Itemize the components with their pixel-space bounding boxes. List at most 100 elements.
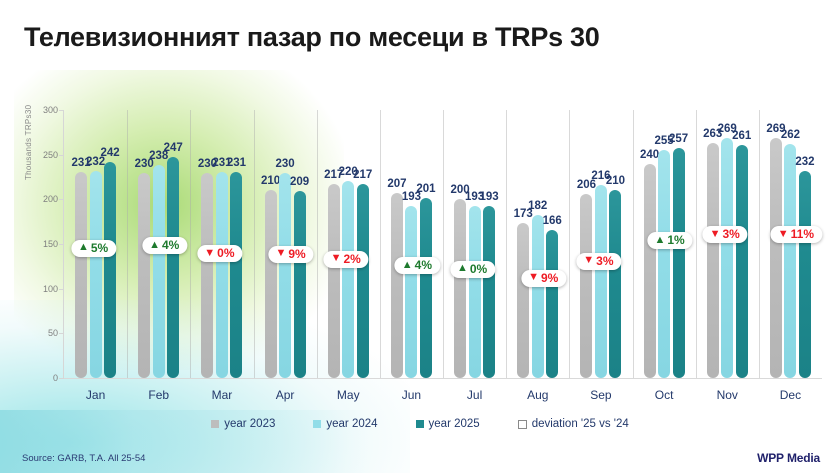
bar[interactable]	[201, 172, 214, 378]
x-axis-label-jul: Jul	[466, 388, 483, 402]
bar-value-label: 269	[766, 122, 786, 135]
bar[interactable]	[580, 193, 593, 378]
deviation-badge: ▲ 5%	[70, 239, 117, 257]
bar[interactable]	[672, 148, 685, 378]
bar[interactable]	[356, 184, 369, 378]
bar-value-label: 217	[324, 169, 344, 182]
legend-item[interactable]: year 2024	[313, 418, 378, 430]
outline-square-icon	[517, 419, 527, 429]
x-axis-label-dec: Dec	[779, 388, 802, 402]
bar-value-label: 182	[528, 200, 548, 213]
bar[interactable]	[721, 137, 734, 378]
bar-value-label: 261	[732, 129, 752, 142]
triangle-down-icon: ▼	[777, 227, 789, 240]
bar-value-label: 193	[479, 190, 499, 203]
bar[interactable]	[405, 205, 418, 378]
bar[interactable]	[546, 229, 559, 378]
bar[interactable]	[769, 137, 782, 378]
bar-value-label: 216	[591, 170, 611, 183]
bar[interactable]	[594, 185, 607, 378]
legend-item[interactable]: year 2023	[211, 418, 275, 430]
group-separator	[379, 110, 381, 378]
legend-item[interactable]: year 2025	[415, 418, 480, 430]
bar-value-label: 209	[289, 176, 310, 189]
y-axis-tick-mark	[59, 110, 64, 111]
group-separator	[632, 110, 634, 378]
bar[interactable]	[798, 170, 811, 378]
group-separator	[758, 110, 760, 378]
group-separator	[190, 110, 192, 378]
triangle-down-icon: ▼	[583, 254, 595, 267]
bar[interactable]	[468, 205, 481, 378]
bar-value-label: 230	[275, 157, 295, 170]
y-axis-tick-label: 300	[42, 105, 58, 115]
triangle-down-icon: ▼	[275, 247, 287, 260]
bar[interactable]	[342, 181, 355, 378]
bar[interactable]	[609, 190, 622, 378]
bar[interactable]	[735, 144, 748, 378]
legend-item[interactable]: deviation '25 vs '24	[517, 418, 629, 430]
y-axis-tick-mark	[59, 333, 64, 335]
y-axis-ticks: 0 50 100 150 200 250 300	[24, 105, 58, 383]
bar-group: 207 193 201 ▲ 4%	[380, 110, 443, 378]
bar-value-label: 173	[513, 208, 533, 221]
bar-value-label: 206	[576, 178, 596, 191]
bar[interactable]	[531, 215, 544, 378]
bar[interactable]	[483, 205, 496, 378]
group-separator	[316, 110, 318, 378]
bar[interactable]	[215, 171, 228, 378]
bar[interactable]	[454, 199, 467, 378]
x-axis-label-jun: Jun	[401, 388, 422, 402]
bar[interactable]	[419, 198, 432, 378]
deviation-badge: ▼ 9%	[521, 269, 567, 287]
bar-group: 231 232 242 ▲ 5%	[64, 110, 127, 378]
bar[interactable]	[293, 191, 306, 378]
bar[interactable]	[152, 165, 165, 378]
bar-group: 217 220 217 ▼ 2%	[317, 110, 380, 378]
chart-legend: year 2023 year 2024 year 2025 deviation '25…	[0, 418, 840, 430]
bar[interactable]	[517, 223, 530, 378]
deviation-value: 5%	[90, 240, 109, 255]
triangle-up-icon: ▲	[456, 262, 468, 275]
bar[interactable]	[89, 170, 102, 378]
bar-group: 206 216 210 ▼ 3%	[569, 110, 632, 378]
x-axis-label-nov: Nov	[716, 388, 738, 402]
triangle-down-icon: ▼	[204, 246, 216, 259]
bar[interactable]	[390, 193, 403, 378]
bar[interactable]	[264, 190, 277, 378]
x-axis-label-jan: Jan	[85, 388, 106, 402]
y-axis-tick-mark	[59, 378, 64, 379]
brand-secondary: Media	[786, 451, 820, 465]
group-separator	[253, 110, 255, 378]
x-axis-label-apr: Apr	[275, 388, 295, 402]
bar[interactable]	[230, 171, 243, 378]
deviation-badge: ▲ 1%	[647, 232, 693, 250]
bar[interactable]	[104, 161, 117, 378]
bar-group: 269 262 232 ▼ 11%	[759, 110, 823, 378]
bar[interactable]	[784, 143, 797, 378]
bar[interactable]	[167, 157, 180, 378]
deviation-value: 0%	[469, 261, 488, 276]
triangle-up-icon: ▲	[654, 233, 666, 246]
bar-value-label: 210	[605, 175, 625, 188]
bar[interactable]	[327, 184, 340, 378]
legend-label: year 2023	[224, 418, 276, 430]
group-separator	[695, 110, 697, 378]
deviation-value: 9%	[541, 270, 559, 285]
cyan-square-icon	[313, 420, 322, 428]
bar-value-label: 230	[134, 157, 154, 170]
bar[interactable]	[658, 150, 671, 378]
bar-value-label: 231	[212, 156, 232, 169]
bar-value-label: 220	[338, 166, 358, 179]
bar[interactable]	[75, 171, 88, 378]
deviation-value: 3%	[596, 253, 614, 268]
bar[interactable]	[138, 172, 151, 378]
legend-label: year 2025	[428, 418, 480, 430]
group-separator	[506, 110, 508, 378]
bar[interactable]	[706, 143, 719, 378]
x-axis-label-oct: Oct	[654, 388, 674, 402]
legend-label: deviation '25 vs '24	[531, 418, 629, 430]
y-axis-tick-label: 250	[42, 149, 58, 160]
bar[interactable]	[279, 172, 292, 378]
bar[interactable]	[643, 163, 656, 378]
